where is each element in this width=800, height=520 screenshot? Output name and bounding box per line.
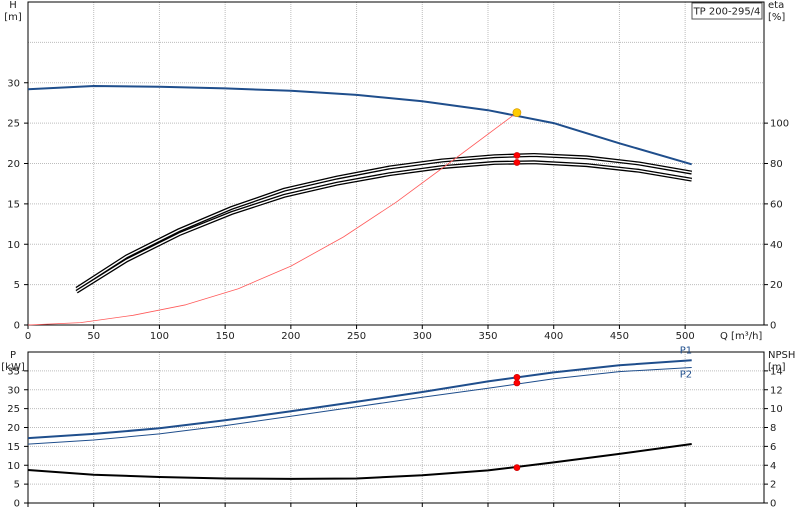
y-left-axis-title: H (9, 0, 17, 11)
y-right-tick-label: 14 (770, 366, 783, 377)
y-right-tick-label: 60 (770, 199, 783, 210)
y-left-tick-label: 30 (7, 385, 20, 396)
y-left-axis-unit: [kW] (1, 362, 25, 373)
y-left-tick-label: 20 (7, 159, 20, 170)
x-axis-title: Q [m³/h] (720, 331, 762, 342)
operating-point-marker (512, 108, 522, 117)
y-right-axis-unit: [m] (768, 362, 786, 373)
y-right-tick-label: 0 (770, 499, 776, 510)
operating-point-marker (513, 379, 521, 387)
x-tick-label: 0 (25, 331, 31, 342)
series-line (27, 443, 692, 480)
x-tick-label: 100 (150, 331, 169, 342)
y-left-tick-label: 15 (7, 442, 20, 453)
operating-point-marker (513, 373, 521, 381)
bottom-panel: 0 5 10 15 20 25 30 35 0 2 4 6 8 10 12 14 P[kW] NPSH[m] P1 P… (1, 345, 795, 509)
series-line (27, 367, 692, 445)
y-right-tick-label: 4 (770, 461, 776, 472)
y-right-tick-label: 40 (770, 240, 783, 251)
y-left-tick-label: 10 (7, 461, 20, 472)
series-line (76, 154, 692, 290)
y-left-tick-label: 35 (7, 366, 20, 377)
y-right-tick-label: 12 (770, 385, 783, 396)
series-line-outline (75, 160, 693, 294)
x-tick-label: 50 (87, 331, 100, 342)
series-line (76, 161, 692, 293)
y-left-tick-label: 10 (7, 240, 20, 251)
y-left-tick-label: 15 (7, 199, 20, 210)
y-left-axis-title: P (10, 350, 16, 361)
x-tick-label: 150 (216, 331, 235, 342)
operating-point-marker (513, 152, 521, 159)
y-right-axis-title: NPSH (768, 350, 795, 361)
series-line (27, 112, 518, 326)
x-tick-label: 500 (676, 331, 695, 342)
x-tick-label: 250 (347, 331, 366, 342)
y-right-axis-title: eta (768, 0, 784, 11)
y-left-tick-label: 25 (7, 119, 20, 130)
x-tick-label: 450 (610, 331, 629, 342)
y-left-tick-label: 20 (7, 423, 20, 434)
y-left-tick-label: 5 (14, 480, 20, 491)
x-tick-label: 300 (413, 331, 432, 342)
series-line (27, 85, 692, 166)
series-label: P1 (680, 345, 692, 356)
y-left-axis-unit: [m] (4, 12, 22, 23)
y-left-tick-label: 0 (14, 321, 20, 332)
y-left-tick-label: 5 (14, 280, 20, 291)
y-right-tick-label: 100 (770, 119, 789, 130)
y-left-tick-label: 25 (7, 404, 20, 415)
operating-point-marker (513, 159, 521, 166)
y-right-tick-label: 0 (770, 321, 776, 332)
y-right-tick-label: 80 (770, 159, 783, 170)
series-line (27, 359, 692, 440)
model-label-box (691, 2, 763, 20)
y-left-tick-label: 30 (7, 78, 20, 89)
series-label: P2 (680, 369, 692, 380)
y-right-tick-label: 2 (770, 480, 776, 491)
y-right-tick-label: 8 (770, 423, 776, 434)
model-label: TP 200-295/4 (693, 7, 761, 18)
operating-point-marker (513, 464, 521, 471)
x-tick-label: 400 (544, 331, 563, 342)
x-tick-label: 200 (281, 331, 300, 342)
x-tick-label: 350 (478, 331, 497, 342)
y-right-axis-unit: [%] (768, 12, 785, 23)
y-left-tick-label: 0 (14, 499, 20, 510)
y-right-tick-label: 6 (770, 442, 776, 453)
y-right-tick-label: 20 (770, 280, 783, 291)
y-right-tick-label: 10 (770, 404, 783, 415)
